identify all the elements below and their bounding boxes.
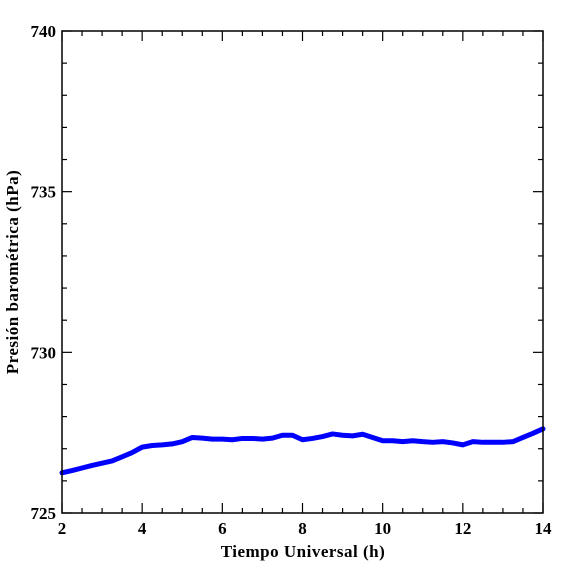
y-tick-label: 725 [31, 504, 57, 523]
x-tick-label: 14 [535, 519, 553, 538]
axis-ticks [61, 30, 544, 514]
x-axis-title: Tiempo Universal (h) [221, 542, 386, 561]
plot-frame [61, 30, 544, 514]
series-line [59, 426, 546, 476]
x-tick-labels: 2 4 6 8 10 12 14 [58, 519, 552, 538]
x-tick-label: 6 [218, 519, 227, 538]
x-tick-label: 4 [138, 519, 147, 538]
x-tick-label: 12 [454, 519, 471, 538]
y-axis-title: Presión barométrica (hPa) [3, 170, 22, 375]
y-tick-labels: 725 730 735 740 [31, 22, 57, 523]
y-tick-label: 735 [31, 183, 57, 202]
y-tick-label: 730 [31, 343, 57, 362]
x-tick-label: 2 [58, 519, 67, 538]
series-layer [59, 426, 546, 476]
x-tick-label: 10 [374, 519, 391, 538]
y-tick-label: 740 [31, 22, 57, 41]
x-tick-label: 8 [298, 519, 307, 538]
